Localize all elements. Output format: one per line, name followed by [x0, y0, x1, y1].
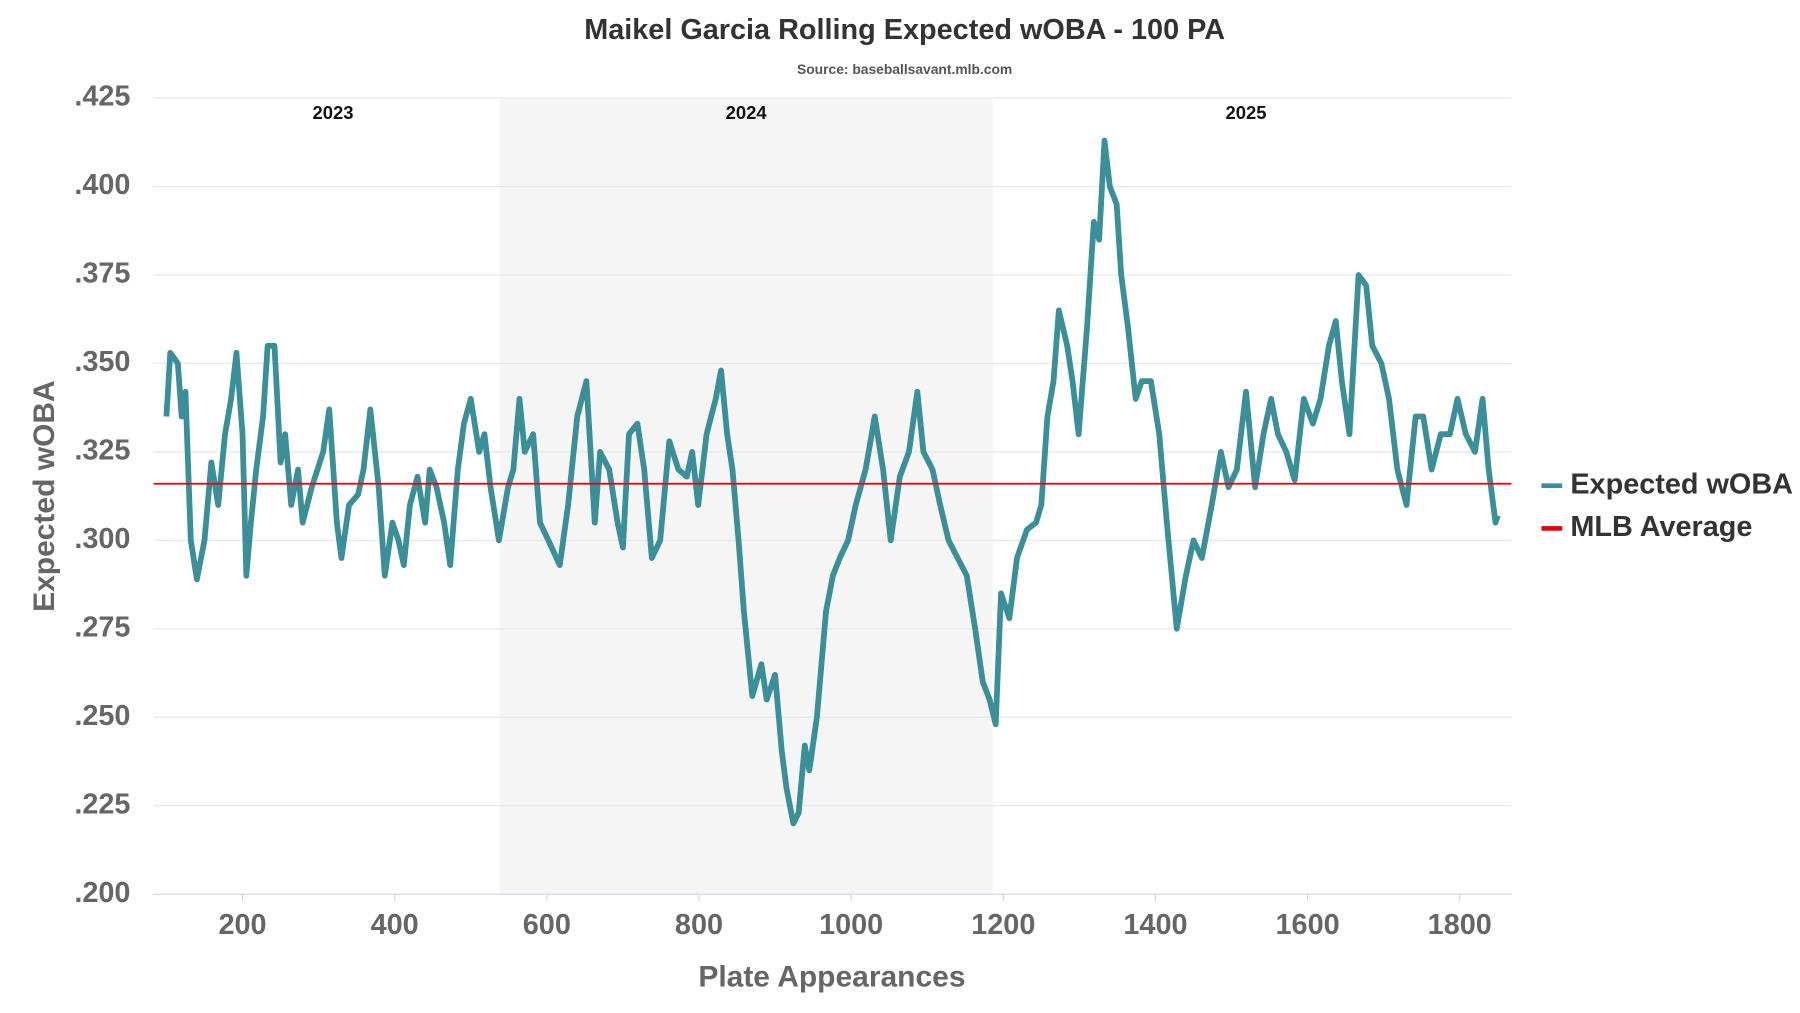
- legend-label: Expected wOBA: [1570, 468, 1793, 500]
- x-axis-label: Plate Appearances: [698, 960, 965, 993]
- y-tick-label: .250: [74, 700, 130, 732]
- grid-layer: [153, 97, 1512, 902]
- y-tick-label: .225: [74, 788, 130, 820]
- legend-label: MLB Average: [1570, 511, 1752, 543]
- y-tick-label: .425: [74, 81, 130, 113]
- y-tick-label: .325: [74, 435, 130, 467]
- x-tick-label: 1200: [971, 909, 1035, 941]
- x-tick-label: 1600: [1276, 909, 1340, 941]
- back-layer: [499, 98, 993, 895]
- season-label: 2024: [726, 102, 768, 123]
- x-tick-label: 1800: [1428, 909, 1492, 941]
- y-axis-label: Expected wOBA: [28, 380, 61, 612]
- chart-subtitle: Source: baseballsavant.mlb.com: [797, 61, 1012, 77]
- x-tick-label: 1000: [819, 909, 883, 941]
- chart-title: Maikel Garcia Rolling Expected wOBA - 10…: [584, 14, 1225, 46]
- y-tick-label: .400: [74, 169, 130, 201]
- data-line: [163, 137, 1501, 827]
- y-tick-label: .275: [74, 611, 130, 643]
- season-label: 2025: [1225, 102, 1266, 123]
- x-tick-label: 200: [218, 909, 266, 941]
- season-label: 2023: [313, 102, 354, 123]
- x-tick-label: 800: [675, 909, 723, 941]
- x-tick-label: 400: [371, 909, 419, 941]
- x-tick-label: 600: [523, 909, 571, 941]
- season-band: [499, 98, 993, 895]
- y-tick-label: .375: [74, 258, 130, 290]
- y-tick-label: .300: [74, 523, 130, 555]
- x-tick-label: 1400: [1123, 909, 1187, 941]
- labels-layer: 2023 2024 2025 .200 .225 .250 .275 .300 .325 .350…: [74, 81, 1793, 941]
- y-tick-label: .350: [74, 346, 130, 378]
- lines-layer: [153, 137, 1512, 827]
- y-tick-label: .200: [74, 877, 130, 909]
